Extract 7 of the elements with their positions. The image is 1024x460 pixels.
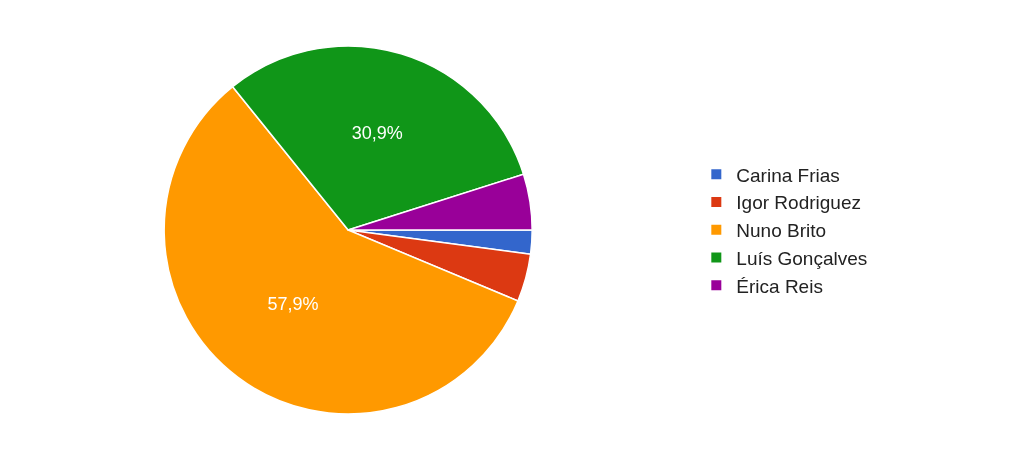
data-label: 30,9% xyxy=(351,123,403,144)
legend-label: Igor Rodriguez xyxy=(736,192,861,214)
data-label: 57,9% xyxy=(267,293,319,314)
legend-label: Érica Reis xyxy=(736,275,823,297)
legend-label: Nuno Brito xyxy=(736,220,827,242)
legend-label: Carina Frias xyxy=(736,164,840,186)
legend-label: Luís Gonçalves xyxy=(736,247,868,269)
